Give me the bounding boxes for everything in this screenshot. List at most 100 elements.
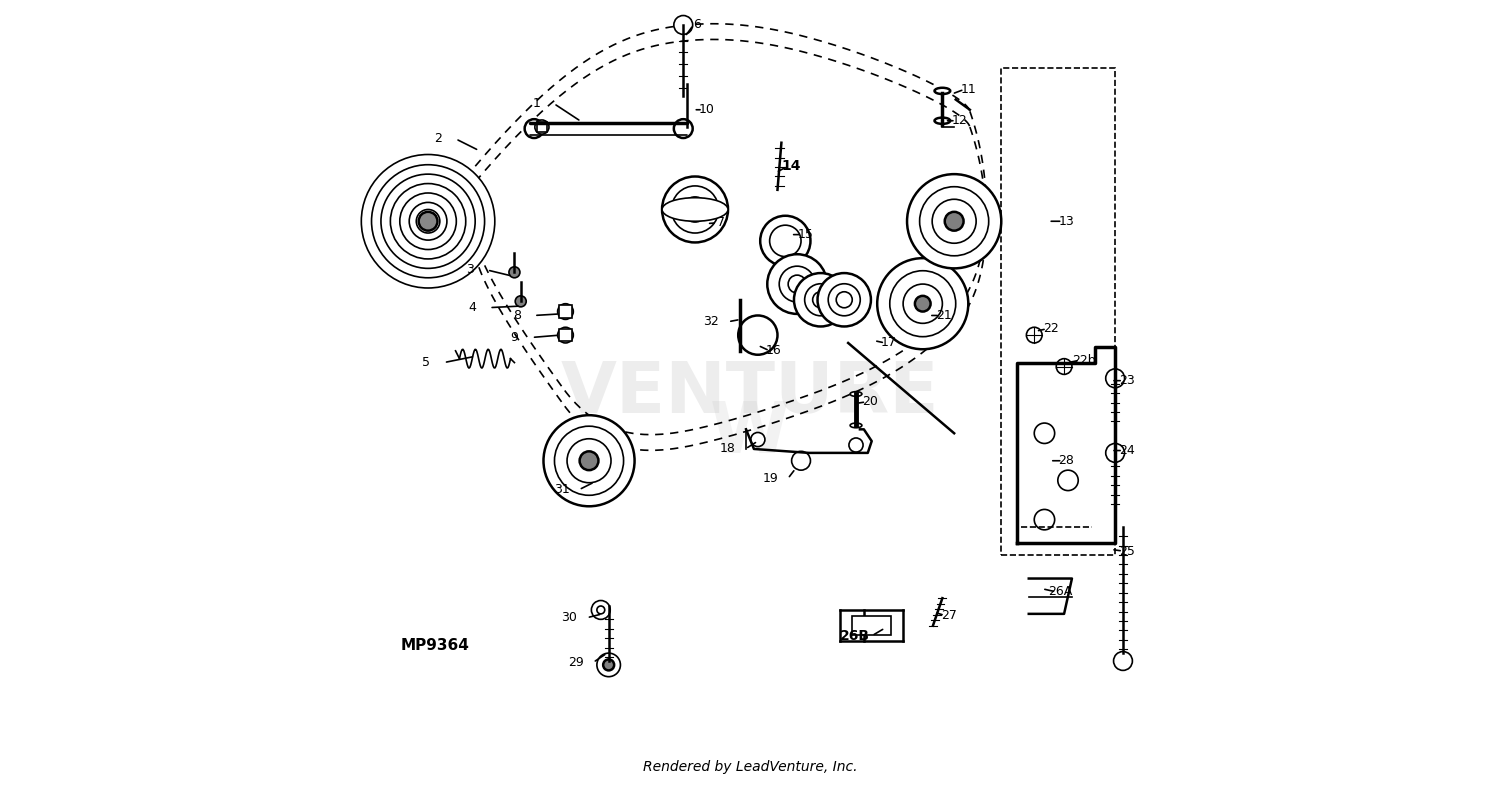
Circle shape — [1056, 359, 1072, 374]
Text: 17: 17 — [880, 336, 897, 349]
Circle shape — [849, 438, 862, 452]
Circle shape — [390, 184, 465, 259]
Text: 28: 28 — [1059, 454, 1074, 467]
Circle shape — [804, 284, 837, 316]
Text: 10: 10 — [699, 103, 715, 117]
Text: 7: 7 — [717, 217, 724, 229]
Circle shape — [1026, 327, 1042, 343]
Circle shape — [794, 273, 847, 326]
Text: W: W — [710, 399, 791, 468]
Circle shape — [1113, 652, 1132, 671]
Text: 22b: 22b — [1072, 354, 1095, 366]
Text: 15: 15 — [798, 228, 813, 241]
Text: 22: 22 — [1042, 322, 1059, 336]
Text: 19: 19 — [762, 472, 778, 485]
Text: 3: 3 — [465, 263, 474, 277]
Text: VENTURE: VENTURE — [561, 359, 939, 429]
Circle shape — [419, 212, 438, 231]
Bar — [1002, 68, 1114, 555]
Text: 11: 11 — [960, 83, 976, 96]
Text: 2: 2 — [435, 132, 442, 145]
Text: 16: 16 — [765, 344, 782, 357]
Text: 24: 24 — [1119, 444, 1136, 457]
Circle shape — [362, 154, 495, 288]
Text: 6: 6 — [693, 18, 702, 32]
Text: 27: 27 — [940, 609, 957, 622]
Ellipse shape — [850, 423, 862, 428]
Text: 8: 8 — [513, 309, 520, 322]
Circle shape — [1058, 470, 1078, 491]
Bar — [560, 329, 572, 341]
Circle shape — [903, 284, 942, 323]
Bar — [560, 305, 572, 318]
Bar — [852, 616, 891, 635]
Text: 31: 31 — [554, 483, 570, 496]
Text: 20: 20 — [862, 396, 877, 408]
Circle shape — [525, 119, 543, 138]
Circle shape — [1035, 423, 1054, 444]
Circle shape — [417, 210, 440, 233]
Circle shape — [558, 303, 573, 319]
Circle shape — [558, 327, 573, 343]
Circle shape — [828, 284, 860, 316]
Text: 30: 30 — [561, 611, 578, 624]
Circle shape — [920, 187, 988, 256]
Text: 25: 25 — [1119, 545, 1136, 558]
Circle shape — [597, 653, 621, 677]
Circle shape — [603, 660, 613, 671]
Ellipse shape — [934, 117, 950, 124]
Circle shape — [788, 275, 806, 293]
Circle shape — [400, 193, 456, 250]
Text: MP9364: MP9364 — [400, 637, 470, 652]
Circle shape — [662, 177, 728, 243]
Circle shape — [908, 174, 1002, 269]
Circle shape — [738, 315, 777, 355]
Text: 26B: 26B — [840, 629, 870, 643]
Circle shape — [674, 16, 693, 35]
Circle shape — [372, 165, 484, 278]
Text: 1: 1 — [532, 97, 540, 110]
Circle shape — [672, 186, 718, 233]
Circle shape — [932, 199, 976, 243]
Circle shape — [945, 212, 963, 231]
Text: Rendered by LeadVenture, Inc.: Rendered by LeadVenture, Inc. — [642, 760, 858, 774]
Circle shape — [752, 433, 765, 447]
Text: 26A: 26A — [1048, 585, 1072, 598]
Circle shape — [836, 292, 852, 308]
Circle shape — [818, 273, 872, 326]
Text: 23: 23 — [1119, 374, 1136, 387]
Circle shape — [555, 426, 624, 496]
Text: 4: 4 — [468, 301, 476, 314]
Circle shape — [792, 452, 810, 470]
Text: 29: 29 — [568, 656, 584, 669]
Circle shape — [878, 258, 969, 349]
Circle shape — [813, 292, 828, 308]
Text: 9: 9 — [510, 331, 519, 344]
Ellipse shape — [662, 198, 728, 221]
Circle shape — [381, 174, 476, 269]
Circle shape — [567, 439, 610, 483]
Circle shape — [890, 271, 956, 336]
Circle shape — [760, 216, 810, 266]
Circle shape — [778, 266, 814, 302]
Text: 5: 5 — [423, 356, 430, 369]
Circle shape — [1106, 369, 1125, 388]
Circle shape — [543, 415, 634, 506]
Text: 32: 32 — [704, 315, 718, 329]
Text: 21: 21 — [936, 309, 952, 322]
Ellipse shape — [934, 87, 950, 94]
Circle shape — [674, 119, 693, 138]
Circle shape — [536, 120, 549, 134]
Circle shape — [410, 203, 447, 240]
Circle shape — [509, 267, 520, 278]
Text: 18: 18 — [720, 443, 736, 455]
Text: 13: 13 — [1059, 215, 1074, 228]
Ellipse shape — [850, 392, 862, 396]
Circle shape — [768, 255, 826, 314]
Circle shape — [591, 600, 610, 619]
Circle shape — [1106, 444, 1125, 463]
Text: 12: 12 — [952, 114, 968, 127]
Circle shape — [597, 606, 604, 614]
Circle shape — [682, 197, 708, 222]
Circle shape — [579, 452, 598, 470]
